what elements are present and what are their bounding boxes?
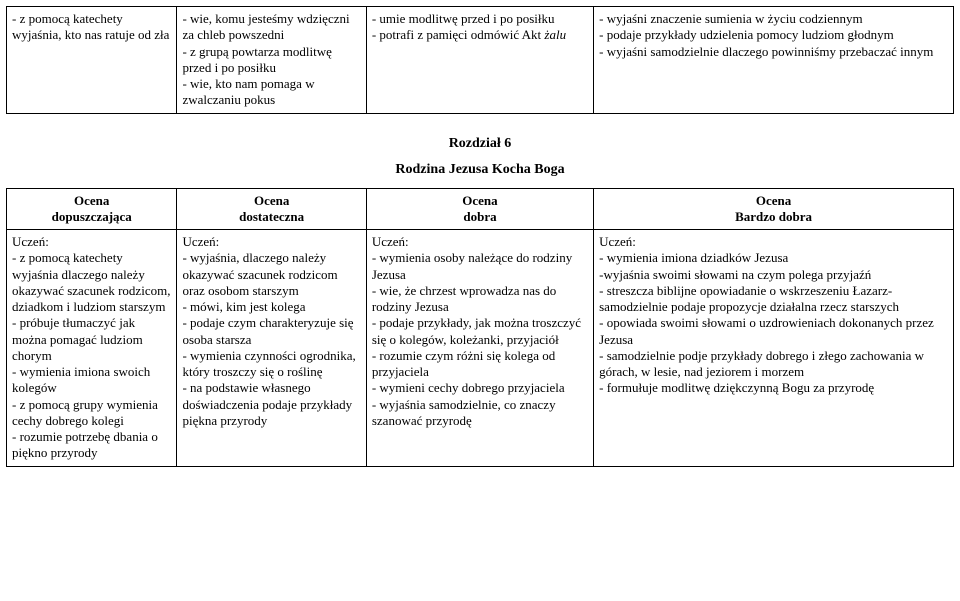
t2-cell-3: Uczeń:- wymienia imiona dziadków Jezusa-… bbox=[594, 230, 954, 467]
hdr-line1: Ocena bbox=[372, 193, 588, 209]
t1-cell-0: - z pomocą katechety wyjaśnia, kto nas r… bbox=[7, 7, 177, 114]
col-header-bardzo-dobra: Ocena Bardzo dobra bbox=[594, 188, 954, 230]
t1-cell-3: - wyjaśni znaczenie sumienia w życiu cod… bbox=[594, 7, 954, 114]
hdr-line2: Bardzo dobra bbox=[735, 209, 812, 224]
hdr-line1: Ocena bbox=[12, 193, 171, 209]
hdr-line2: dostateczna bbox=[239, 209, 304, 224]
hdr-line1: Ocena bbox=[599, 193, 948, 209]
t2-cell-0: Uczeń:- z pomocą katechety wyjaśnia dlac… bbox=[7, 230, 177, 467]
table-row: - z pomocą katechety wyjaśnia, kto nas r… bbox=[7, 7, 954, 114]
chapter-heading: Rozdział 6 bbox=[6, 136, 954, 152]
t2-cell-1: Uczeń:- wyjaśnia, dlaczego należy okazyw… bbox=[177, 230, 366, 467]
table-top: - z pomocą katechety wyjaśnia, kto nas r… bbox=[6, 6, 954, 114]
hdr-line2: dobra bbox=[463, 209, 496, 224]
col-header-dobra: Ocena dobra bbox=[366, 188, 593, 230]
col-header-dostateczna: Ocena dostateczna bbox=[177, 188, 366, 230]
table-main: Ocena dopuszczająca Ocena dostateczna Oc… bbox=[6, 188, 954, 467]
table-header-row: Ocena dopuszczająca Ocena dostateczna Oc… bbox=[7, 188, 954, 230]
hdr-line1: Ocena bbox=[182, 193, 360, 209]
table-row: Uczeń:- z pomocą katechety wyjaśnia dlac… bbox=[7, 230, 954, 467]
chapter-title: Rodzina Jezusa Kocha Boga bbox=[6, 162, 954, 178]
t1-cell-1: - wie, komu jesteśmy wdzięczni za chleb … bbox=[177, 7, 366, 114]
hdr-line2: dopuszczająca bbox=[52, 209, 132, 224]
t1-cell-2: - umie modlitwę przed i po posiłku- potr… bbox=[366, 7, 593, 114]
t2-cell-2: Uczeń:- wymienia osoby należące do rodzi… bbox=[366, 230, 593, 467]
col-header-dopuszczajaca: Ocena dopuszczająca bbox=[7, 188, 177, 230]
